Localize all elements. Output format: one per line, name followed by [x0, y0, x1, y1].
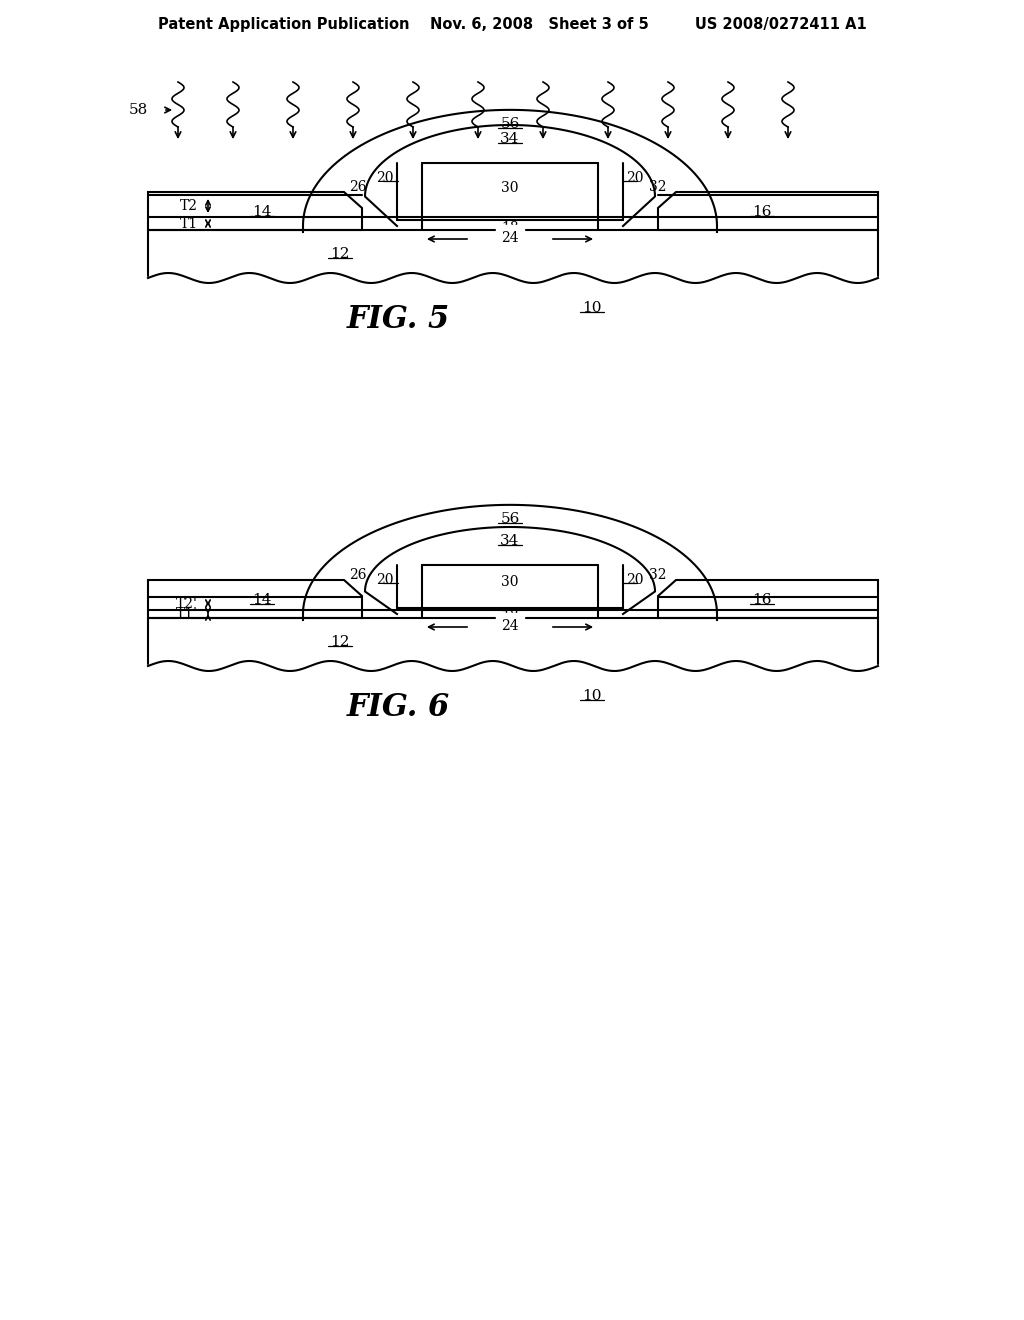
Text: 14: 14 — [252, 205, 271, 219]
Text: 16: 16 — [753, 205, 772, 219]
Text: 18: 18 — [501, 609, 519, 623]
Text: FIG. 5: FIG. 5 — [346, 305, 450, 335]
Text: T1: T1 — [180, 216, 198, 231]
Text: 34: 34 — [501, 132, 520, 147]
Text: T2': T2' — [176, 597, 198, 610]
Text: 56: 56 — [501, 117, 520, 131]
Text: 16: 16 — [753, 593, 772, 607]
Text: 30: 30 — [502, 181, 519, 194]
Text: 20: 20 — [377, 573, 394, 587]
Text: 10: 10 — [583, 689, 602, 704]
Text: 12: 12 — [331, 635, 350, 649]
Text: 58: 58 — [129, 103, 148, 117]
Text: 34: 34 — [501, 535, 520, 548]
Text: 26: 26 — [349, 180, 367, 194]
Text: 26: 26 — [349, 568, 367, 582]
Text: T1': T1' — [176, 607, 198, 620]
Text: 24: 24 — [501, 231, 519, 246]
Text: 18: 18 — [501, 220, 519, 235]
Text: 20: 20 — [626, 573, 643, 587]
Text: T2: T2 — [180, 199, 198, 213]
Text: 32: 32 — [649, 568, 667, 582]
Text: FIG. 6: FIG. 6 — [346, 693, 450, 723]
Text: Patent Application Publication    Nov. 6, 2008   Sheet 3 of 5         US 2008/02: Patent Application Publication Nov. 6, 2… — [158, 17, 866, 33]
Text: 30: 30 — [502, 576, 519, 590]
Text: 14: 14 — [252, 593, 271, 607]
Text: 56: 56 — [501, 512, 520, 525]
Text: 10: 10 — [583, 301, 602, 315]
Text: 32: 32 — [649, 180, 667, 194]
Text: 20: 20 — [626, 172, 643, 185]
Text: 24: 24 — [501, 619, 519, 634]
Text: 20: 20 — [377, 172, 394, 185]
Text: 12: 12 — [331, 247, 350, 261]
